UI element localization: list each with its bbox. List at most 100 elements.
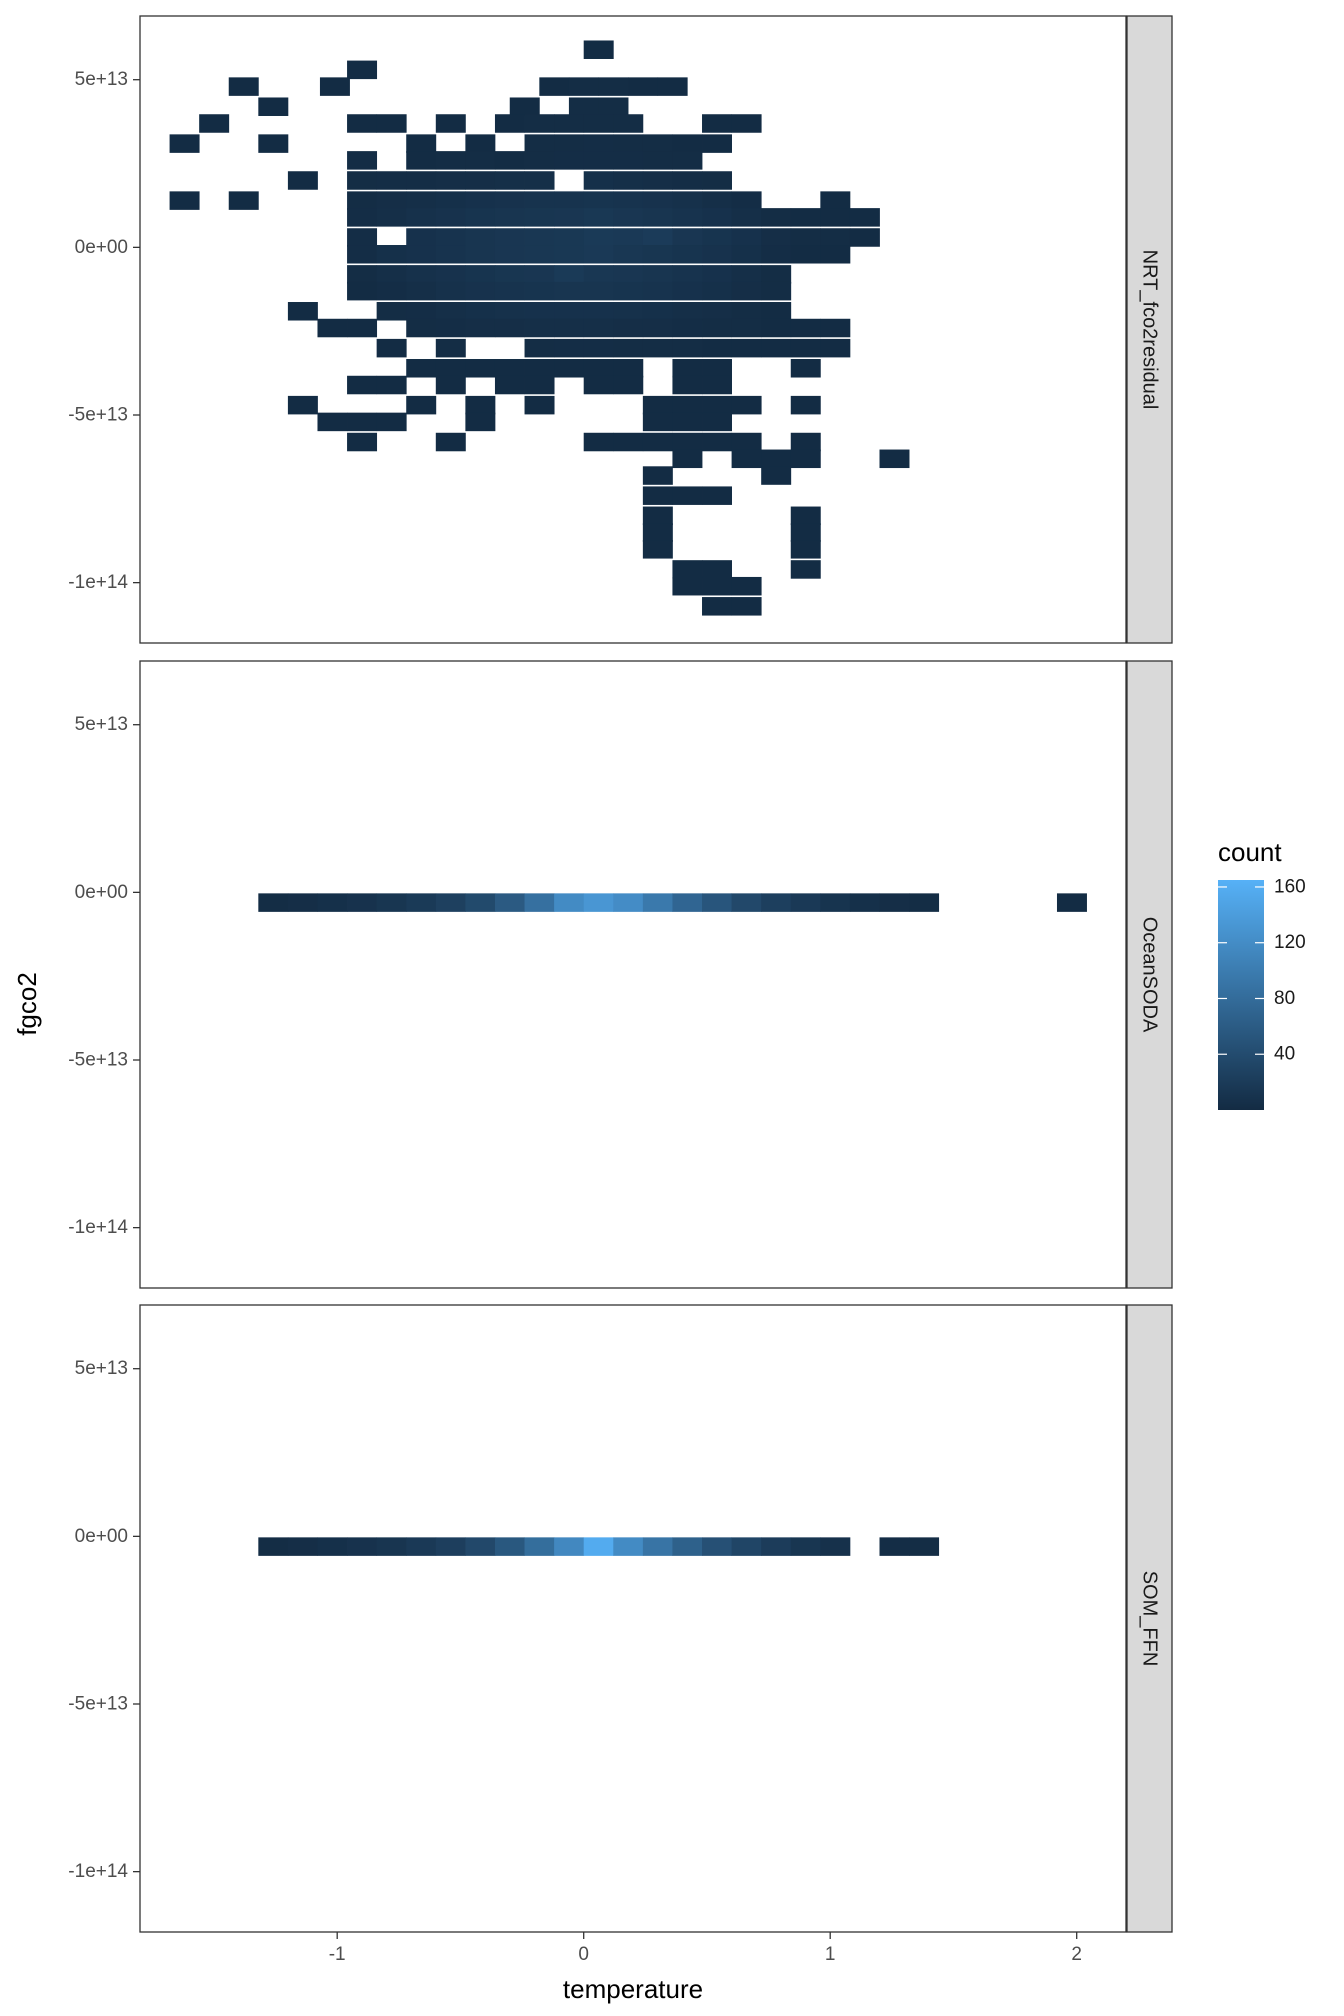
- heatmap-bin: [406, 265, 437, 284]
- heatmap-bin: [583, 134, 614, 153]
- heatmap-bin: [319, 77, 350, 96]
- heatmap-bin: [465, 228, 496, 247]
- heatmap-bin: [702, 432, 732, 452]
- heatmap-bin: [347, 208, 378, 227]
- heatmap-bin: [376, 412, 407, 432]
- heatmap-bin: [672, 359, 703, 378]
- heatmap-bin: [376, 114, 407, 133]
- heatmap-bin: [613, 265, 644, 284]
- heatmap-bin: [731, 318, 762, 338]
- heatmap-bin: [524, 375, 555, 395]
- heatmap-bin: [672, 191, 703, 210]
- heatmap-bin: [376, 338, 407, 358]
- heatmap-bin: [583, 114, 614, 133]
- heatmap-bin: [820, 191, 851, 210]
- heatmap-bin: [790, 395, 821, 415]
- heatmap-bin: [642, 245, 673, 264]
- heatmap-bin: [465, 265, 496, 284]
- heatmap-bin: [465, 134, 496, 153]
- heatmap-bin: [672, 560, 703, 579]
- heatmap-bin: [554, 1537, 585, 1556]
- heatmap-bin: [583, 151, 614, 170]
- heatmap-bin: [761, 302, 792, 321]
- heatmap-bin: [672, 375, 703, 395]
- heatmap-bin: [406, 191, 437, 210]
- heatmap-bin: [406, 1537, 437, 1556]
- heatmap-bin: [702, 318, 732, 338]
- heatmap-bin: [554, 134, 585, 153]
- heatmap-bin: [494, 893, 525, 912]
- heatmap-bin: [731, 576, 762, 596]
- y-tick-label: 0e+00: [75, 237, 128, 258]
- heatmap-bin: [672, 432, 703, 452]
- heatmap-bin: [583, 191, 614, 210]
- heatmap-bin: [583, 245, 614, 264]
- legend-tick-label: 80: [1274, 988, 1295, 1009]
- y-tick-label: -5e+13: [68, 1050, 128, 1071]
- heatmap-bin: [435, 114, 466, 133]
- heatmap-bin: [583, 171, 614, 190]
- heatmap-bin: [494, 281, 525, 301]
- y-tick-label: 0e+00: [75, 882, 128, 903]
- heatmap-bin: [494, 375, 525, 395]
- heatmap-bin: [554, 265, 585, 284]
- heatmap-bin: [583, 302, 614, 321]
- heatmap-bin: [790, 338, 821, 358]
- heatmap-bin: [790, 228, 821, 247]
- heatmap-bin: [406, 318, 437, 338]
- facet-strip-label: NRT_fco2residual: [1139, 250, 1161, 410]
- heatmap-bin: [642, 151, 673, 170]
- heatmap-bin: [465, 893, 496, 912]
- heatmap-bin: [790, 540, 821, 559]
- heatmap-bin: [406, 302, 437, 321]
- heatmap-bin: [583, 375, 614, 395]
- heatmap-bin: [406, 134, 437, 153]
- heatmap-bin: [376, 281, 407, 301]
- facet-strip: [1126, 1304, 1173, 1933]
- heatmap-bin: [613, 1537, 644, 1556]
- heatmap-bin: [672, 281, 703, 301]
- heatmap-bin: [702, 191, 732, 210]
- y-tick-label: 0e+00: [75, 1526, 128, 1547]
- heatmap-bin: [583, 228, 614, 247]
- heatmap-bin: [613, 302, 644, 321]
- heatmap-bin: [642, 893, 673, 912]
- heatmap-bin: [524, 191, 555, 210]
- heatmap-bin: [642, 540, 673, 559]
- heatmap-bin: [347, 318, 378, 338]
- heatmap-bin: [435, 265, 466, 284]
- heatmap-bin: [613, 338, 644, 358]
- heatmap-bin: [672, 338, 703, 358]
- heatmap-bin: [731, 395, 762, 415]
- heatmap-bin: [435, 228, 466, 247]
- heatmap-bin: [287, 893, 318, 912]
- heatmap-bin: [642, 412, 673, 432]
- heatmap-bin: [199, 114, 230, 133]
- heatmap-bin: [583, 1537, 614, 1556]
- heatmap-bin: [583, 359, 614, 378]
- heatmap-bin: [702, 208, 732, 227]
- heatmap-bin: [406, 228, 437, 247]
- heatmap-bin: [879, 893, 910, 912]
- heatmap-bin: [702, 560, 732, 579]
- heatmap-bin: [435, 171, 466, 190]
- heatmap-bin: [524, 281, 555, 301]
- y-axis-title: fgco2: [12, 972, 42, 1036]
- heatmap-bin: [347, 151, 378, 170]
- heatmap-bin: [406, 151, 437, 170]
- heatmap-bin: [613, 171, 644, 190]
- heatmap-bin: [583, 338, 614, 358]
- heatmap-bin: [406, 281, 437, 301]
- heatmap-bin: [494, 191, 525, 210]
- heatmap-bin: [731, 114, 762, 133]
- heatmap-bin: [642, 191, 673, 210]
- heatmap-bin: [642, 281, 673, 301]
- heatmap-bin: [524, 171, 555, 190]
- x-tick-label: 2: [1071, 1944, 1082, 1965]
- heatmap-bin: [583, 893, 614, 912]
- x-tick-label: 1: [825, 1944, 836, 1965]
- heatmap-bin: [642, 486, 673, 505]
- heatmap-bin: [790, 449, 821, 469]
- panel-background: [140, 1305, 1126, 1932]
- heatmap-bin: [731, 597, 762, 616]
